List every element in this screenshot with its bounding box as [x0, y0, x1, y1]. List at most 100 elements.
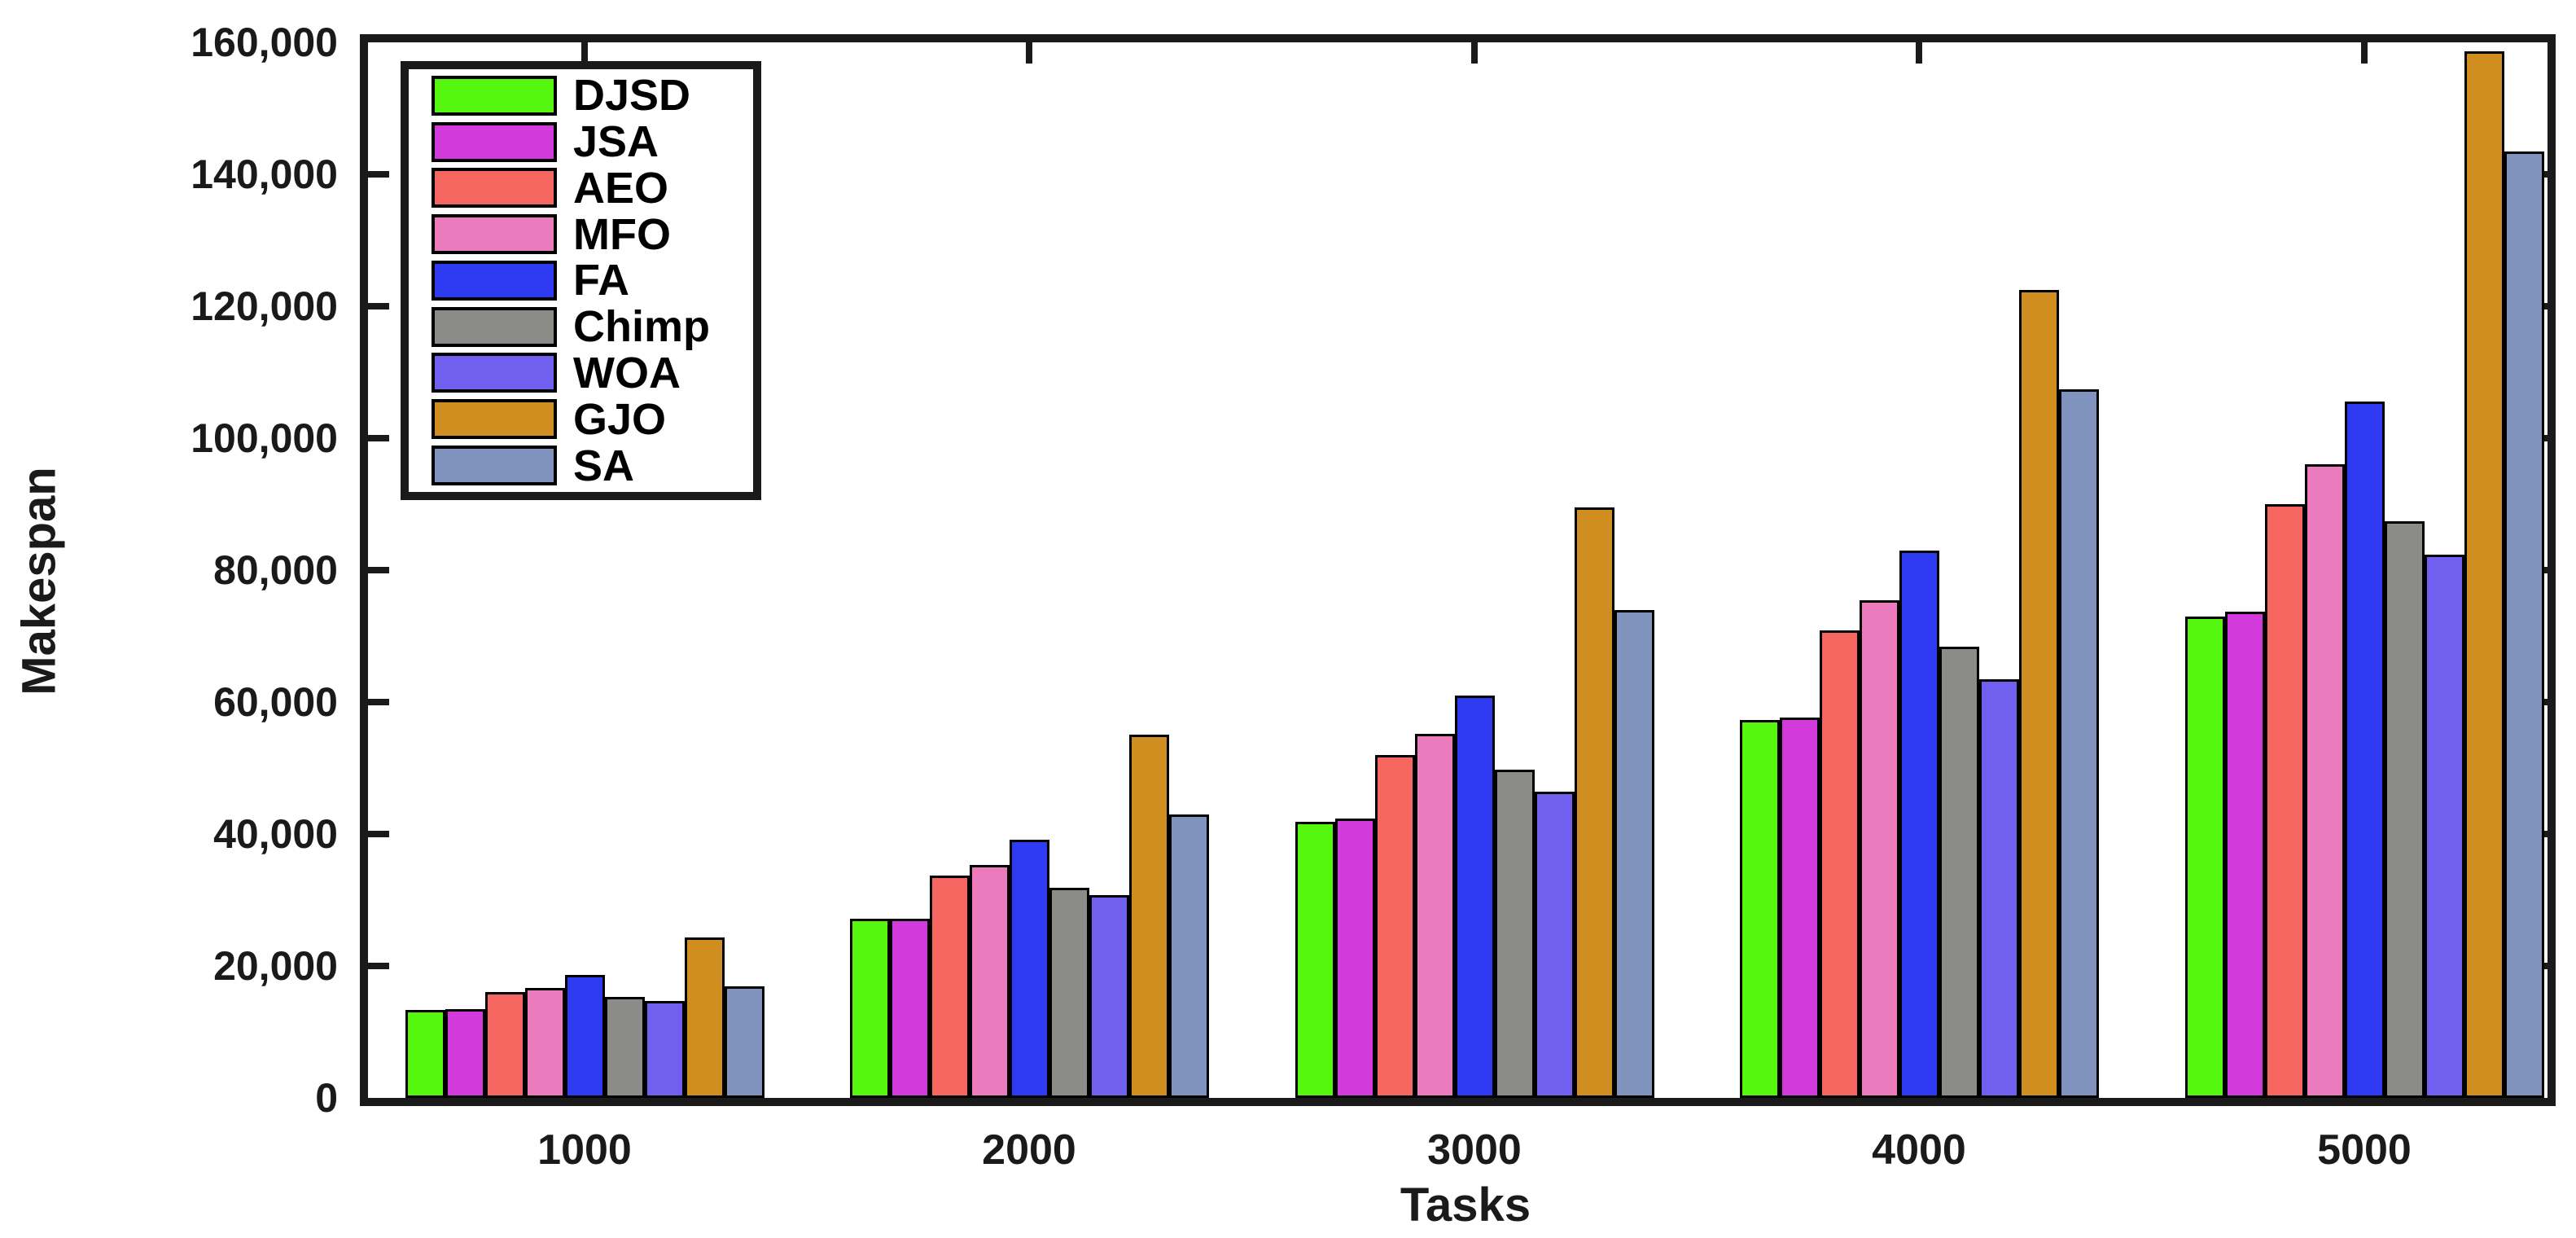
legend-item-sa: SA	[432, 441, 753, 490]
bar-woa-4000	[1978, 679, 2019, 1098]
bar-jsa-1000	[445, 1009, 485, 1098]
legend-item-jsa: JSA	[432, 117, 753, 166]
bar-group-3000	[1295, 42, 1654, 1098]
x-tick-label: 2000	[982, 1126, 1076, 1174]
bar-fa-4000	[1899, 551, 1939, 1098]
bar-sa-5000	[2504, 151, 2544, 1098]
x-tick-label: 4000	[1872, 1126, 1966, 1174]
bar-djsd-5000	[2184, 617, 2225, 1098]
legend-item-aeo: AEO	[432, 164, 753, 213]
y-tick-mark-left	[368, 435, 389, 441]
bar-gjo-3000	[1574, 507, 1614, 1098]
y-tick-label: 120,000	[191, 283, 338, 329]
legend-label: Chimp	[573, 302, 710, 352]
bar-jsa-5000	[2224, 612, 2265, 1098]
bar-mfo-2000	[969, 865, 1010, 1098]
x-tick-mark-top	[1026, 42, 1032, 64]
bar-fa-3000	[1454, 696, 1495, 1098]
legend: DJSD JSA AEO MFO FA Chimp WOA GJO SA	[401, 61, 761, 500]
bar-chimp-4000	[1939, 647, 1979, 1098]
y-tick-label: 60,000	[213, 679, 338, 725]
bar-sa-3000	[1614, 610, 1654, 1098]
y-tick-label: 140,000	[191, 151, 338, 197]
bar-aeo-5000	[2264, 504, 2305, 1098]
legend-swatch-woa	[432, 353, 557, 393]
legend-label: FA	[573, 256, 630, 305]
x-tick-label: 1000	[537, 1126, 632, 1174]
bar-chimp-2000	[1049, 888, 1089, 1098]
y-tick-mark-left	[368, 963, 389, 969]
legend-item-gjo: GJO	[432, 395, 753, 444]
bar-aeo-2000	[929, 876, 970, 1098]
y-tick-mark-left	[368, 699, 389, 705]
bar-djsd-2000	[849, 919, 890, 1098]
legend-swatch-gjo	[432, 399, 557, 440]
bar-aeo-3000	[1374, 755, 1415, 1098]
y-tick-label: 0	[315, 1075, 338, 1121]
bar-fa-2000	[1009, 840, 1049, 1098]
legend-item-mfo: MFO	[432, 210, 753, 259]
y-tick-mark-left	[368, 303, 389, 310]
y-tick-label: 100,000	[191, 415, 338, 461]
legend-item-chimp: Chimp	[432, 302, 753, 351]
x-tick-mark-top	[1916, 42, 1922, 64]
bar-group-5000	[2184, 42, 2544, 1098]
x-tick-label: 5000	[2317, 1126, 2412, 1174]
y-tick-label: 160,000	[191, 20, 338, 65]
bar-fa-1000	[564, 975, 605, 1098]
y-tick-mark-left	[368, 831, 389, 837]
legend-label: AEO	[573, 163, 669, 213]
bar-sa-2000	[1168, 814, 1209, 1098]
bar-group-2000	[849, 42, 1209, 1098]
legend-swatch-chimp	[432, 306, 557, 347]
y-tick-label: 40,000	[213, 811, 338, 857]
bar-aeo-4000	[1819, 630, 1860, 1098]
bar-sa-1000	[724, 986, 764, 1098]
x-tick-mark-top	[2361, 42, 2368, 64]
bar-aeo-1000	[484, 992, 525, 1098]
bar-woa-1000	[644, 1001, 685, 1098]
bar-gjo-4000	[2018, 290, 2059, 1098]
x-axis-title: Tasks	[1400, 1179, 1531, 1231]
bar-fa-5000	[2344, 402, 2385, 1098]
bar-mfo-1000	[524, 988, 565, 1098]
y-tick-mark-left	[368, 567, 389, 573]
legend-swatch-sa	[432, 446, 557, 485]
bar-chimp-5000	[2384, 521, 2425, 1098]
bar-woa-2000	[1089, 895, 1129, 1098]
bar-group-1000	[405, 42, 764, 1098]
legend-label: SA	[573, 441, 635, 490]
bar-chimp-1000	[604, 997, 645, 1098]
legend-item-woa: WOA	[432, 349, 753, 397]
bar-jsa-4000	[1779, 718, 1820, 1098]
plot-inner	[368, 42, 2548, 1098]
y-tick-label: 20,000	[213, 943, 338, 989]
bar-djsd-4000	[1739, 720, 1780, 1098]
bar-gjo-5000	[2464, 51, 2504, 1098]
legend-label: WOA	[573, 348, 681, 397]
bar-djsd-3000	[1295, 822, 1335, 1098]
legend-item-fa: FA	[432, 256, 753, 305]
legend-swatch-fa	[432, 260, 557, 301]
bar-woa-5000	[2424, 555, 2464, 1098]
bar-woa-3000	[1534, 792, 1575, 1098]
bar-gjo-1000	[684, 937, 725, 1098]
x-tick-mark-top	[581, 42, 588, 64]
y-tick-label: 80,000	[213, 547, 338, 593]
bar-jsa-2000	[889, 919, 930, 1098]
bar-sa-4000	[2058, 389, 2099, 1098]
x-tick-label: 3000	[1427, 1126, 1522, 1174]
legend-swatch-aeo	[432, 168, 557, 209]
legend-label: DJSD	[573, 71, 691, 121]
y-tick-mark-left	[368, 171, 389, 178]
bar-djsd-1000	[405, 1010, 445, 1098]
legend-label: JSA	[573, 117, 659, 167]
bar-jsa-3000	[1334, 819, 1375, 1098]
bar-gjo-2000	[1128, 735, 1169, 1098]
bar-mfo-3000	[1414, 734, 1455, 1098]
bar-group-4000	[1739, 42, 2099, 1098]
bar-mfo-4000	[1859, 600, 1899, 1098]
x-tick-mark-top	[1471, 42, 1478, 64]
legend-swatch-mfo	[432, 214, 557, 255]
